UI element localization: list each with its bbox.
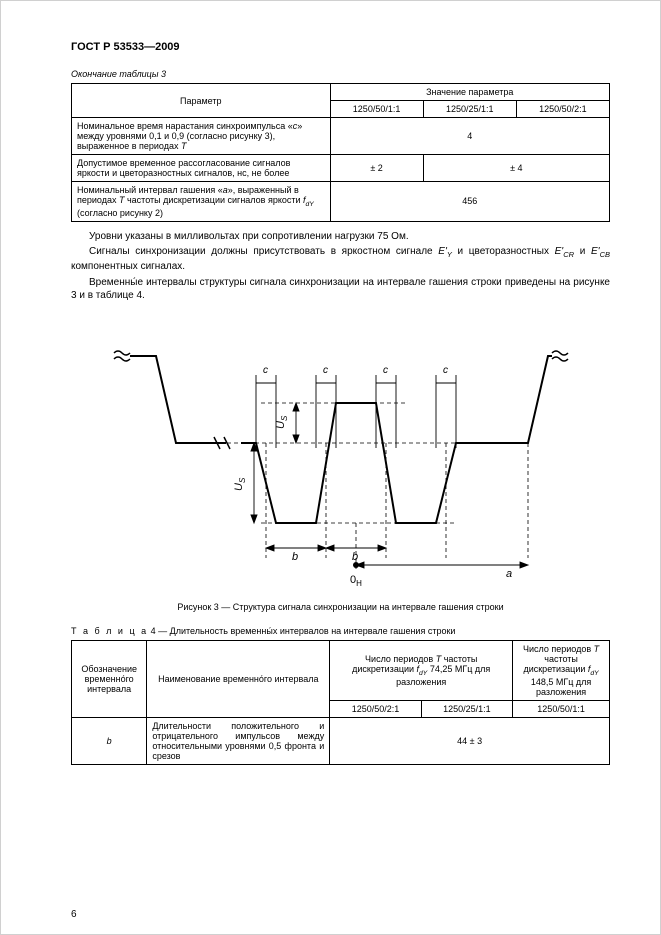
para: Временны́е интервалы структуры сигнала с…: [71, 276, 610, 303]
table-4-title: Т а б л и ц а 4 — Длительность временны́…: [71, 626, 610, 636]
body-paragraphs: Уровни указаны в милливольтах при сопрот…: [71, 230, 610, 303]
svg-text:b: b: [292, 551, 298, 563]
figure-3: c c c c US US: [71, 313, 610, 596]
text: 4 — Длительность временны́х интервалов н…: [148, 626, 455, 636]
cell-param: Номинальное время нарастания синхроимпул…: [72, 118, 331, 155]
table-row: Параметр Значение параметра: [72, 84, 610, 101]
th-param: Параметр: [72, 84, 331, 118]
table-row: Номинальное время нарастания синхроимпул…: [72, 118, 610, 155]
th-value: Значение параметра: [330, 84, 610, 101]
cell-param: Допустимое временное рассогласование сиг…: [72, 155, 331, 182]
table-row: Номинальный интервал гашения «a», выраже…: [72, 182, 610, 222]
para: Сигналы синхронизации должны присутствов…: [71, 245, 610, 274]
table-row: b Длительности положительного и отрицате…: [72, 717, 610, 764]
th: Наименование временно́го интервала: [147, 640, 330, 717]
svg-text:0H: 0H: [350, 574, 362, 588]
cell-value: 44 ± 3: [330, 717, 610, 764]
text: Т а б л и ц а: [71, 626, 148, 636]
th-col1: 1250/50/1:1: [330, 101, 423, 118]
page-number: 6: [71, 909, 77, 920]
cell-value: 4: [330, 118, 610, 155]
text: компонентных сигналах.: [71, 261, 185, 272]
cell-value: 456: [330, 182, 610, 222]
text: и цветоразностных: [452, 246, 555, 257]
svg-text:c: c: [323, 365, 328, 376]
cell-value: ± 2: [330, 155, 423, 182]
table-3: Параметр Значение параметра 1250/50/1:1 …: [71, 83, 610, 222]
svg-text:a: a: [506, 568, 512, 580]
svg-text:c: c: [443, 365, 448, 376]
svg-text:US: US: [275, 415, 289, 429]
text: Сигналы синхронизации должны присутствов…: [89, 246, 438, 257]
table-row: Допустимое временное рассогласование сиг…: [72, 155, 610, 182]
th-sub: 1250/25/1:1: [421, 700, 512, 717]
document-header: ГОСТ Р 53533—2009: [71, 41, 610, 53]
sync-signal-diagram: c c c c US US: [106, 313, 576, 593]
th-sub: 1250/50/2:1: [330, 700, 421, 717]
cell-sym: b: [72, 717, 147, 764]
svg-text:b: b: [352, 551, 358, 563]
figure-3-caption: Рисунок 3 — Структура сигнала синхрониза…: [71, 602, 610, 612]
table3-end-label: Окончание таблицы 3: [71, 69, 610, 79]
text: и: [574, 246, 591, 257]
cell-param: Номинальный интервал гашения «a», выраже…: [72, 182, 331, 222]
cell-name: Длительности положительного и отрицатель…: [147, 717, 330, 764]
svg-text:c: c: [263, 365, 268, 376]
para: Уровни указаны в милливольтах при сопрот…: [71, 230, 610, 244]
table-row: Обозначение временно́го интервала Наимен…: [72, 640, 610, 700]
cell-value: ± 4: [423, 155, 609, 182]
svg-text:US: US: [233, 477, 247, 491]
th: Число периодов T частоты дискретизации f…: [513, 640, 610, 700]
th-col2: 1250/25/1:1: [423, 101, 516, 118]
table-4: Обозначение временно́го интервала Наимен…: [71, 640, 610, 765]
svg-text:c: c: [383, 365, 388, 376]
th-col3: 1250/50/2:1: [516, 101, 609, 118]
th-sub: 1250/50/1:1: [513, 700, 610, 717]
th: Обозначение временно́го интервала: [72, 640, 147, 717]
th: Число периодов T частоты дискретизации f…: [330, 640, 513, 700]
